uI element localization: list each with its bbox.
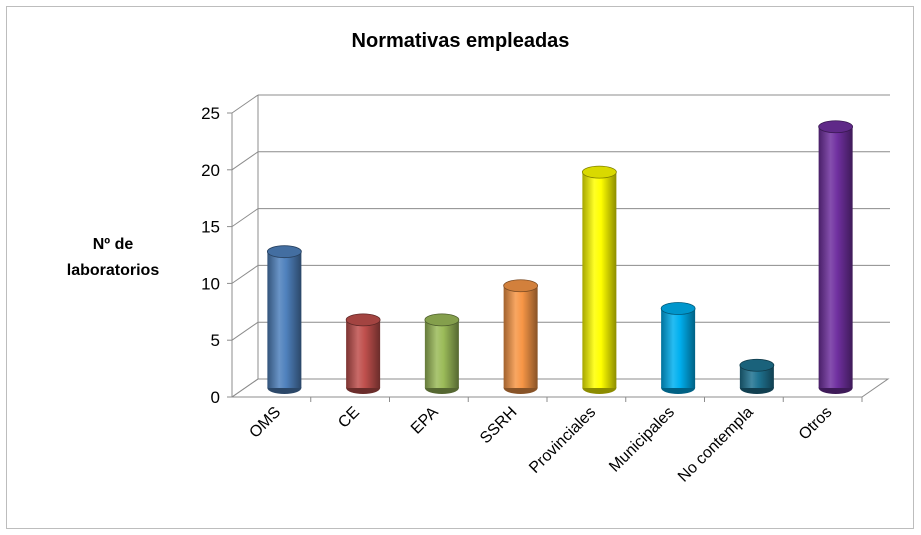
bar-body <box>346 319 381 388</box>
y-axis-label-line1: Nº de <box>92 236 134 253</box>
bar-municipales <box>660 302 696 394</box>
category-label: SSRH <box>477 404 520 447</box>
y-tick-label: 15 <box>201 218 220 237</box>
bar-oms <box>266 245 302 394</box>
gridline-side <box>231 94 259 114</box>
bar-top <box>266 245 302 259</box>
bar-provinciales <box>581 165 617 394</box>
bar-top <box>424 313 460 327</box>
y-axis-label-line2: laboratorios <box>66 262 160 279</box>
chart-frame <box>6 6 914 529</box>
bar-body <box>739 365 774 388</box>
category-label: No contempla <box>675 404 757 486</box>
bar-body <box>582 172 617 388</box>
y-tick-label: 5 <box>211 331 220 350</box>
bar-top <box>345 313 381 327</box>
category-label: Otros <box>796 404 836 444</box>
ticks-layer: 0 5 10 15 20 25 <box>201 104 220 407</box>
category-label: CE <box>335 404 363 432</box>
bar-top <box>818 120 854 134</box>
category-label: EPA <box>408 404 442 438</box>
bar-ssrh <box>503 279 539 394</box>
gridline-side <box>231 151 259 171</box>
category-label: OMS <box>246 404 284 442</box>
floor <box>230 378 890 398</box>
bar-body <box>503 285 538 388</box>
bar-body <box>424 319 459 388</box>
bars-layer <box>266 120 854 394</box>
bar-epa <box>424 313 460 394</box>
category-label: Municipales <box>606 404 678 476</box>
grid-layer <box>227 94 890 402</box>
y-tick-label: 25 <box>201 104 220 123</box>
y-tick-label: 20 <box>201 161 220 180</box>
bar-top <box>503 279 539 293</box>
gridline-side <box>231 264 259 284</box>
bar-top <box>739 358 775 372</box>
bar-ce <box>345 313 381 394</box>
bar-body <box>661 308 696 388</box>
bar-no-contempla <box>739 358 775 394</box>
y-tick-label: 0 <box>211 388 220 407</box>
bar-otros <box>818 120 854 394</box>
bar-body <box>267 251 302 388</box>
gridline-side <box>231 321 259 341</box>
bar-top <box>660 302 696 315</box>
bar-top <box>581 165 617 179</box>
y-axis-label: Nº de laboratorios <box>48 232 178 284</box>
category-label: Provinciales <box>526 404 599 477</box>
gridline-side <box>231 208 259 228</box>
chart-title: Normativas empleadas <box>351 30 570 52</box>
y-tick-label: 10 <box>201 274 220 293</box>
gridline-side <box>231 378 259 398</box>
bar-body <box>818 126 853 388</box>
